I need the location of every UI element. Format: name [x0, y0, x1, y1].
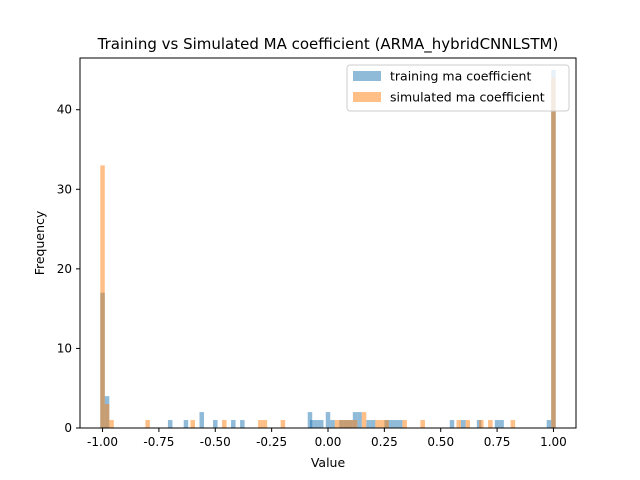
bar-series-1-bin-18	[402, 420, 407, 428]
legend-frame	[346, 64, 570, 112]
x-tick-label-4: 0.00	[315, 435, 342, 449]
bar-series-1-bin-12	[348, 420, 353, 428]
bar-series-0-bin-29	[499, 420, 504, 428]
x-axis-label: Value	[311, 455, 346, 470]
bar-series-1-bin-10	[339, 420, 344, 428]
bar-series-1-bin-23	[488, 420, 493, 428]
legend-swatch-0	[353, 71, 381, 81]
bar-series-0-bin-10	[314, 420, 319, 428]
bar-series-1-bin-25	[551, 77, 556, 428]
bar-series-1-bin-22	[479, 420, 484, 428]
bar-series-0-bin-19	[366, 420, 371, 428]
bar-series-0-bin-3	[183, 420, 189, 428]
x-tick-label-8: 1.00	[540, 435, 567, 449]
bar-series-1-bin-8	[280, 420, 286, 428]
histogram-bars	[100, 69, 556, 429]
plot-area-frame	[79, 57, 577, 429]
bar-series-0-bin-30	[546, 420, 552, 428]
bar-series-1-bin-17	[384, 420, 389, 428]
y-tick-label-2: 20	[57, 262, 72, 276]
x-tick-label-7: 0.75	[484, 435, 511, 449]
bar-series-1-bin-19	[420, 420, 425, 428]
bar-series-0-bin-23	[393, 420, 398, 428]
x-tick-label-1: -0.75	[143, 435, 174, 449]
bar-series-0-bin-2	[167, 420, 173, 428]
bar-series-1-bin-14	[361, 412, 367, 428]
bar-series-0-bin-24	[397, 420, 403, 428]
bar-series-0-bin-26	[461, 420, 466, 428]
bar-series-0-bin-4	[199, 412, 204, 428]
bar-series-0-bin-12	[325, 412, 331, 428]
x-tick-label-6: 0.50	[427, 435, 454, 449]
bar-series-1-bin-7	[262, 420, 268, 428]
x-axis-ticks: -1.00 -0.75 -0.50 -0.25 0.00 0.25 0.50 0.75 1.00	[87, 428, 567, 449]
bar-series-1-bin-21	[465, 420, 471, 428]
bar-series-0-bin-28	[494, 420, 500, 428]
bar-series-0-bin-20	[370, 420, 376, 428]
y-axis-ticks: 0 10 20 30 40	[57, 103, 80, 435]
x-tick-label-2: -0.50	[200, 435, 231, 449]
bar-series-1-bin-13	[352, 420, 358, 428]
bar-series-1-bin-16	[379, 420, 385, 428]
bar-series-0-bin-11	[318, 420, 324, 428]
bar-series-1-bin-3	[145, 420, 150, 428]
bar-series-1-bin-15	[375, 420, 380, 428]
bar-series-0-bin-6	[231, 420, 236, 428]
bar-series-0-bin-22	[388, 420, 394, 428]
legend-swatch-1	[353, 92, 381, 102]
y-tick-label-4: 40	[57, 103, 72, 117]
x-tick-label-5: 0.25	[371, 435, 398, 449]
y-tick-label-0: 0	[64, 421, 72, 435]
bar-series-1-bin-5	[222, 420, 227, 428]
bar-series-0-bin-18	[357, 412, 362, 428]
bar-series-0-bin-25	[449, 420, 455, 428]
bar-series-1-bin-11	[343, 420, 349, 428]
bar-series-1-bin-6	[258, 420, 263, 428]
bar-series-1-bin-0	[100, 165, 105, 429]
legend: training ma coefficient simulated ma coef…	[346, 64, 570, 112]
legend-label-1: simulated ma coefficient	[390, 90, 545, 105]
bar-series-0-bin-13	[330, 420, 335, 428]
legend-label-0: training ma coefficient	[390, 69, 531, 84]
bar-series-0-bin-7	[240, 420, 245, 428]
chart-title: Training vs Simulated MA coefficient (AR…	[97, 35, 559, 54]
bar-series-0-bin-9	[309, 420, 315, 428]
bar-series-1-bin-4	[190, 420, 195, 428]
bar-series-1-bin-1	[104, 404, 110, 428]
bar-series-1-bin-24	[510, 420, 516, 428]
y-tick-label-3: 30	[57, 182, 72, 196]
bar-series-1-bin-9	[334, 420, 340, 428]
y-tick-label-1: 10	[57, 341, 72, 355]
bar-series-1-bin-20	[456, 420, 462, 428]
bar-series-1-bin-2	[109, 420, 114, 428]
x-tick-label-0: -1.00	[87, 435, 118, 449]
x-tick-label-3: -0.25	[256, 435, 287, 449]
y-axis-label: Frequency	[32, 210, 47, 275]
bar-series-0-bin-5	[213, 420, 218, 428]
